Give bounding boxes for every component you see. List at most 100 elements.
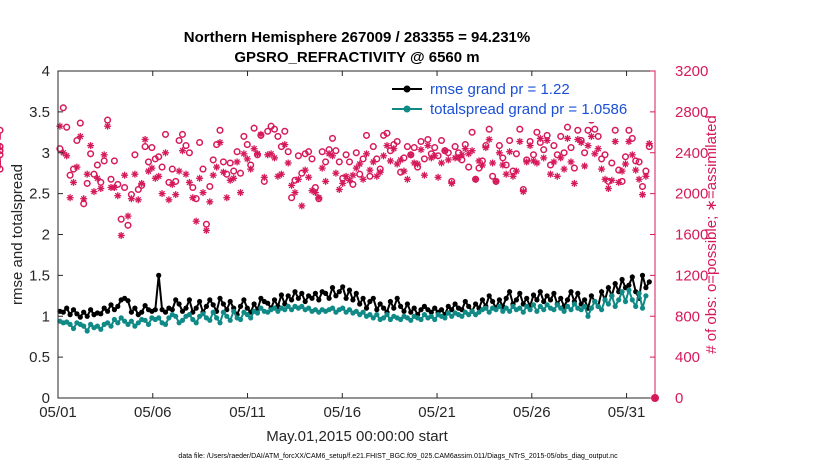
possible-obs-point <box>87 150 95 158</box>
assimilated-obs-point <box>564 134 571 142</box>
assimilated-obs-point <box>271 154 278 162</box>
possible-obs-point <box>226 159 234 167</box>
x-tick-label: 05/16 <box>324 404 362 421</box>
assimilated-obs-point <box>356 160 364 168</box>
assimilated-obs-point <box>431 152 439 160</box>
possible-obs-point <box>66 171 74 179</box>
assimilated-obs-point <box>179 147 186 155</box>
rmse-point <box>326 295 332 301</box>
possible-obs-point <box>591 125 599 133</box>
possible-obs-point <box>93 161 101 169</box>
rmse-point <box>534 297 540 303</box>
rmse-point <box>74 311 80 317</box>
rmse-point <box>486 293 492 299</box>
totalspread-point <box>387 316 393 323</box>
possible-obs-point <box>240 132 248 140</box>
assimilated-obs-point <box>622 160 629 168</box>
rmse-point <box>551 290 557 296</box>
possible-obs-point <box>335 158 343 166</box>
totalspread-point <box>142 317 148 323</box>
plot-area <box>58 71 655 398</box>
totalspread-point <box>214 315 220 321</box>
possible-obs-point <box>0 165 4 173</box>
y-tick-label: 4 <box>42 63 50 80</box>
assimilated-obs-point <box>635 175 643 183</box>
y-tick-label: 2 <box>42 227 50 244</box>
possible-obs-point <box>570 164 578 172</box>
totalspread-point <box>306 305 312 311</box>
possible-obs-point <box>175 136 183 145</box>
possible-obs-point <box>567 144 575 152</box>
totalspread-point <box>105 320 111 326</box>
rmse-point <box>299 290 305 296</box>
assimilated-obs-point <box>386 157 394 165</box>
possible-obs-point <box>243 141 251 149</box>
rmse-point <box>101 305 107 311</box>
possible-obs-point <box>178 130 187 138</box>
totalspread-point <box>639 305 646 311</box>
rmse-point <box>582 297 588 303</box>
totalspread-point <box>524 303 530 309</box>
assimilated-obs-point <box>499 161 507 169</box>
totalspread-point <box>520 309 526 315</box>
assimilated-obs-point <box>366 166 374 174</box>
rmse-point <box>629 274 635 280</box>
rmse-point <box>316 297 322 303</box>
possible-obs-point <box>318 148 326 156</box>
possible-obs-point <box>264 127 272 135</box>
assimilated-obs-point <box>550 158 558 166</box>
possible-obs-point <box>495 142 503 150</box>
x-tick-label: 05/11 <box>229 404 265 421</box>
possible-obs-point <box>219 158 227 166</box>
totalspread-point <box>108 323 114 329</box>
totalspread-point <box>132 323 138 329</box>
totalspread-point <box>346 307 353 313</box>
assimilated-obs-point <box>448 179 456 187</box>
assimilated-obs-point <box>397 156 405 164</box>
assimilated-obs-point <box>346 176 353 184</box>
assimilated-obs-point <box>175 167 183 175</box>
assimilated-obs-point <box>298 202 306 210</box>
assimilated-obs-point <box>526 142 534 150</box>
possible-obs-point <box>56 145 64 153</box>
possible-obs-point <box>356 170 364 178</box>
assimilated-obs-point <box>117 232 125 239</box>
possible-obs-point <box>121 183 129 192</box>
assimilated-obs-point <box>250 145 258 153</box>
possible-obs-point <box>196 138 204 147</box>
totalspread-point <box>384 312 390 318</box>
totalspread-point <box>449 313 455 319</box>
possible-obs-point <box>431 144 439 152</box>
y2-tick-label: 2000 <box>675 186 708 203</box>
rmse-point <box>312 290 318 296</box>
rmse-point <box>374 307 380 313</box>
totalspread-point <box>370 315 376 321</box>
assimilated-obs-point <box>441 147 449 155</box>
totalspread-point <box>592 298 598 305</box>
possible-obs-point <box>294 152 302 160</box>
totalspread-point <box>227 317 233 323</box>
rmse-point <box>466 303 472 309</box>
rmse-point <box>128 309 134 315</box>
possible-obs-point <box>308 155 316 163</box>
totalspread-point <box>248 315 254 321</box>
legend-spread-marker <box>403 105 411 113</box>
possible-obs-point <box>632 157 640 165</box>
possible-obs-point <box>359 155 367 163</box>
totalspread-point <box>558 305 564 311</box>
assimilated-obs-point <box>512 167 520 175</box>
assimilated-obs-point <box>339 179 347 187</box>
possible-obs-point <box>233 148 241 156</box>
assimilated-obs-point <box>567 158 575 166</box>
possible-obs-point <box>611 126 619 134</box>
possible-obs-point <box>288 194 296 202</box>
rmse-point <box>370 295 376 301</box>
rmse-point <box>343 295 349 301</box>
totalspread-point <box>510 303 516 309</box>
totalspread-point <box>254 310 261 316</box>
rmse-point <box>398 303 404 309</box>
possible-obs-point <box>131 151 139 159</box>
rmse-point <box>428 309 434 315</box>
rmse-point <box>251 301 257 307</box>
rmse-point <box>340 284 346 290</box>
